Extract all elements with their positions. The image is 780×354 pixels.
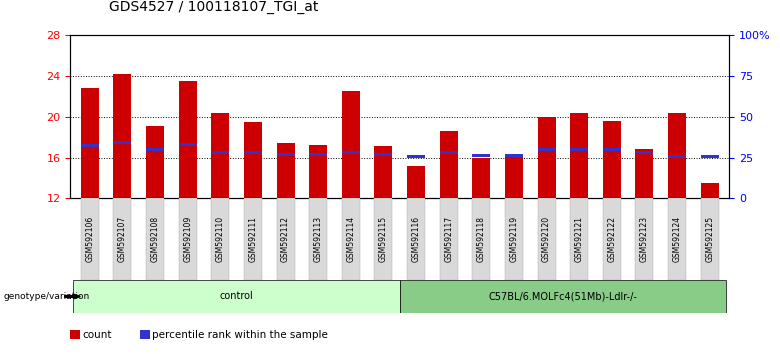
Bar <box>179 143 197 146</box>
Bar <box>374 153 392 156</box>
Bar <box>603 148 621 151</box>
Bar <box>342 91 360 198</box>
Bar <box>537 148 555 151</box>
Text: GSM592119: GSM592119 <box>509 216 519 262</box>
Bar <box>505 154 523 157</box>
Bar <box>113 198 131 280</box>
Bar <box>309 153 327 156</box>
Text: count: count <box>82 330 112 339</box>
Bar <box>603 121 621 198</box>
Bar <box>399 280 726 313</box>
Bar <box>668 155 686 158</box>
Text: GSM592109: GSM592109 <box>183 216 192 262</box>
Bar <box>570 113 588 198</box>
Text: GSM592120: GSM592120 <box>542 216 551 262</box>
Bar <box>537 198 555 280</box>
Bar <box>407 155 425 158</box>
Text: GSM592116: GSM592116 <box>412 216 420 262</box>
Bar <box>603 198 621 280</box>
Text: GSM592110: GSM592110 <box>216 216 225 262</box>
Bar <box>146 126 164 198</box>
Bar <box>374 198 392 280</box>
Bar <box>636 151 654 154</box>
Bar <box>179 81 197 198</box>
Text: GSM592115: GSM592115 <box>379 216 388 262</box>
Text: GDS4527 / 100118107_TGI_at: GDS4527 / 100118107_TGI_at <box>109 0 318 14</box>
Bar <box>636 198 654 280</box>
Text: GSM592124: GSM592124 <box>672 216 682 262</box>
Bar <box>570 148 588 151</box>
Text: GSM592125: GSM592125 <box>705 216 714 262</box>
Bar <box>309 145 327 198</box>
Bar <box>374 146 392 198</box>
Bar <box>211 198 229 280</box>
Bar <box>309 198 327 280</box>
Bar <box>342 151 360 154</box>
Bar <box>211 151 229 154</box>
Text: control: control <box>220 291 254 302</box>
Text: GSM592111: GSM592111 <box>248 216 257 262</box>
Text: GSM592122: GSM592122 <box>608 216 616 262</box>
Bar <box>700 198 718 280</box>
Text: GSM592121: GSM592121 <box>575 216 583 262</box>
Text: GSM592117: GSM592117 <box>444 216 453 262</box>
Bar <box>505 155 523 198</box>
Bar <box>146 198 164 280</box>
Text: GSM592106: GSM592106 <box>85 216 94 262</box>
Bar <box>342 198 360 280</box>
Bar <box>211 113 229 198</box>
Bar <box>537 117 555 198</box>
Bar <box>700 183 718 198</box>
Text: GSM592107: GSM592107 <box>118 216 127 262</box>
Text: genotype/variation: genotype/variation <box>4 292 90 301</box>
Text: GSM592113: GSM592113 <box>314 216 323 262</box>
Bar <box>440 198 458 280</box>
Bar <box>244 198 262 280</box>
Bar <box>81 144 99 147</box>
Bar <box>244 122 262 198</box>
Bar <box>440 151 458 154</box>
Text: percentile rank within the sample: percentile rank within the sample <box>152 330 328 339</box>
Bar <box>473 154 491 157</box>
Text: GSM592118: GSM592118 <box>477 216 486 262</box>
Text: GSM592123: GSM592123 <box>640 216 649 262</box>
Text: GSM592112: GSM592112 <box>281 216 290 262</box>
Bar <box>244 151 262 154</box>
Bar <box>440 131 458 198</box>
Bar <box>570 198 588 280</box>
Bar <box>700 155 718 158</box>
Bar <box>407 166 425 198</box>
Bar <box>505 198 523 280</box>
Bar <box>473 198 491 280</box>
Text: GSM592108: GSM592108 <box>151 216 160 262</box>
Bar <box>113 74 131 198</box>
Bar <box>179 198 197 280</box>
Bar <box>73 280 399 313</box>
Bar <box>81 198 99 280</box>
Bar <box>277 143 295 198</box>
Bar <box>636 149 654 198</box>
Bar <box>277 198 295 280</box>
Bar <box>473 158 491 198</box>
Bar <box>407 198 425 280</box>
Bar <box>668 198 686 280</box>
Text: GSM592114: GSM592114 <box>346 216 356 262</box>
Bar <box>277 153 295 156</box>
Bar <box>81 88 99 198</box>
Bar <box>113 141 131 144</box>
Text: C57BL/6.MOLFc4(51Mb)-Ldlr-/-: C57BL/6.MOLFc4(51Mb)-Ldlr-/- <box>488 291 637 302</box>
Bar <box>668 113 686 198</box>
Bar <box>146 148 164 151</box>
